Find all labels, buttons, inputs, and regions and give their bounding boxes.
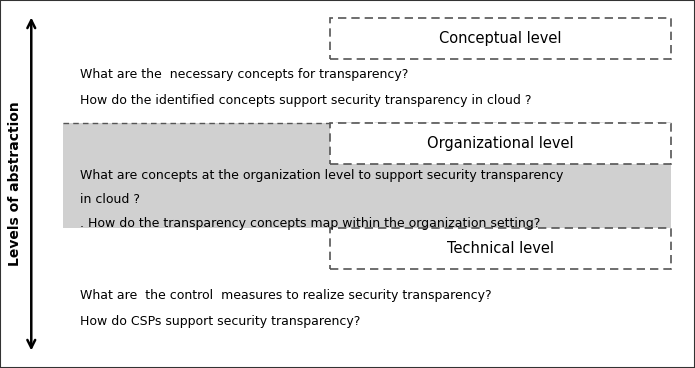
Bar (63, 123, 671, 228)
Text: Organizational level: Organizational level (427, 136, 573, 151)
Text: What are concepts at the organization level to support security transparency: What are concepts at the organization le… (80, 169, 564, 182)
Text: How do CSPs support security transparency?: How do CSPs support security transparenc… (80, 315, 360, 328)
Text: Conceptual level: Conceptual level (439, 31, 562, 46)
Text: Levels of abstraction: Levels of abstraction (8, 102, 22, 266)
Text: in cloud ?: in cloud ? (80, 193, 140, 206)
Text: . How do the transparency concepts map within the organization setting?: . How do the transparency concepts map w… (80, 217, 540, 230)
Text: What are  the control  measures to realize security transparency?: What are the control measures to realize… (80, 289, 491, 302)
Text: What are the  necessary concepts for transparency?: What are the necessary concepts for tran… (80, 68, 408, 81)
Bar (330, 18, 671, 59)
Text: How do the identified concepts support security transparency in cloud ?: How do the identified concepts support s… (80, 94, 532, 107)
Text: Technical level: Technical level (447, 241, 554, 256)
Bar (330, 228, 671, 269)
Bar (330, 123, 671, 164)
